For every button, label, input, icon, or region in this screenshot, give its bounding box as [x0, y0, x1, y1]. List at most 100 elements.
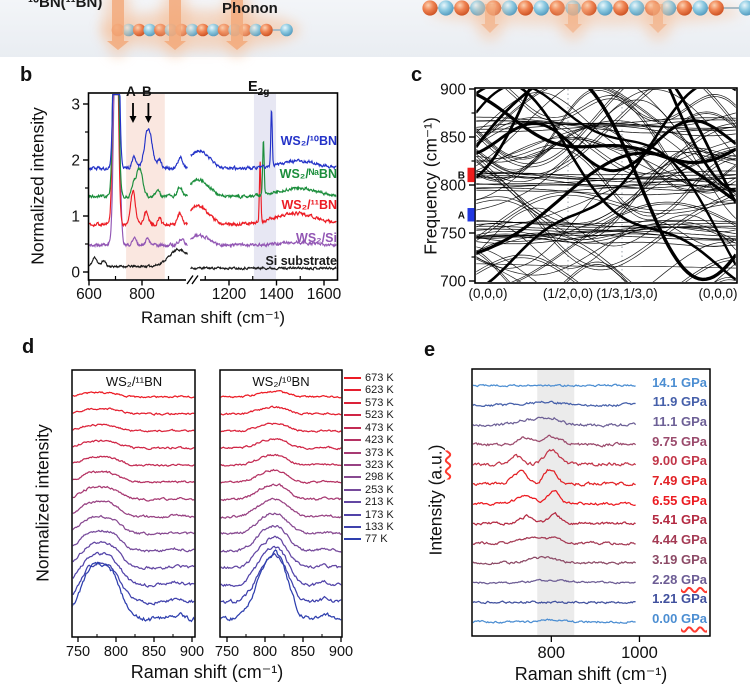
spectrum-curve [220, 549, 342, 622]
legend-swatch [344, 488, 361, 491]
spectrum-curve [472, 448, 637, 467]
tick-label: 0 [71, 265, 80, 282]
panel-b-ylabel: Normalized intensity [27, 107, 48, 265]
phonon-band [476, 187, 736, 196]
spectrum-curve [72, 391, 195, 399]
panel-e-curves [472, 383, 637, 625]
tick-label: (0,0,0) [468, 286, 507, 301]
peak-b-annotation: B [142, 84, 152, 99]
legend-label: 523 K [365, 409, 394, 422]
legend-item: 423 K [344, 434, 394, 446]
nitrogen-atom [517, 0, 534, 16]
spectrum-curve [472, 536, 636, 546]
legend-label: 473 K [365, 421, 394, 434]
spectrum-curve [72, 540, 195, 571]
spectrum-curve [89, 247, 189, 269]
spectrum-curve [72, 561, 195, 606]
phonon-band [476, 89, 736, 195]
spectrum-curve [190, 109, 337, 172]
spectrum-curve [89, 94, 188, 172]
phonon-band [476, 170, 736, 267]
spectrum-curve [472, 489, 636, 507]
panel-b-curves [89, 94, 337, 271]
panel-a-isotope-label: ¹⁰BN(¹¹BN) [28, 0, 103, 11]
nitrogen-atom [260, 23, 273, 37]
spectrum-curve [472, 555, 637, 566]
panel-e-letter: e [424, 339, 436, 361]
spectrum-curve [220, 552, 342, 604]
plot-frame [219, 369, 343, 638]
panel-c-letter: c [411, 64, 423, 86]
spectrum-curve [220, 453, 342, 467]
pressure-label: 14.1 GPa [652, 374, 707, 390]
spectrum-curve [72, 529, 195, 553]
spectrum-curve [472, 416, 637, 428]
phonon-band [476, 89, 736, 161]
phonon-arrow [564, 4, 582, 33]
phonon-band [476, 89, 736, 281]
panel-b-letter: b [20, 64, 33, 86]
plot-frame [471, 368, 711, 637]
legend-swatch [344, 538, 361, 541]
spectrum-curve [472, 618, 636, 625]
pressure-label: 9.00 GPa [652, 453, 707, 469]
spectrum-curve [89, 94, 188, 249]
phonon-band [476, 126, 736, 192]
spectrum-curve [72, 500, 195, 519]
phonon-band [476, 249, 736, 282]
mode-a-marker [467, 208, 475, 222]
panel-d-curves [220, 389, 342, 622]
legend-swatch [344, 401, 361, 404]
phonon-band [476, 236, 628, 282]
pressure-label: 1.21 GPa [652, 591, 707, 607]
spectrum-curve [72, 439, 195, 451]
pressure-label: 11.9 GPa [652, 394, 707, 410]
legend-label: 213 K [365, 496, 394, 509]
tick-label: 1200 [212, 286, 247, 303]
phonon-band [476, 219, 736, 225]
legend-swatch [344, 526, 361, 529]
panel-d-title-10bn: WS₂/¹⁰BN [252, 374, 310, 389]
panel-d-ylabel: Normalized intensity [32, 424, 53, 582]
tick-label: 750 [66, 644, 90, 660]
nitrogen-atom [708, 0, 724, 16]
spectrum-curve [72, 470, 195, 484]
pressure-label: 3.19 GPa [652, 551, 707, 567]
pressure-label: 7.49 GPa [652, 473, 707, 488]
phonon-band [476, 225, 736, 233]
legend-swatch [344, 501, 361, 504]
tick-label: 800 [440, 178, 466, 195]
legend-item: 253 K [344, 484, 394, 496]
spectrum-curve [472, 511, 636, 526]
boron-atom [533, 0, 549, 16]
spectrum-curve [72, 514, 195, 536]
legend-item: 77 K [344, 533, 388, 545]
legend-label: 323 K [365, 458, 394, 471]
panel-a-phonon-label: Phonon [222, 0, 278, 17]
phonon-band [476, 89, 736, 168]
tick-label: (1/2,0,0) [543, 286, 593, 301]
pressure-label: 4.44 GPa [652, 532, 707, 548]
legend-swatch [344, 463, 361, 466]
tick-label: B [458, 170, 465, 181]
tick-label: 850 [440, 130, 466, 147]
legend-label: 298 K [365, 471, 394, 484]
phonon-bands [476, 89, 736, 282]
panel-d-curves [72, 391, 195, 623]
spectrum-curve [472, 578, 636, 585]
spectrum-curve [72, 423, 195, 433]
legend-swatch [344, 439, 361, 442]
tick-label: 750 [215, 644, 239, 660]
tick-label: 800 [104, 644, 128, 660]
phonon-band [476, 252, 736, 282]
legend-label: 623 K [365, 384, 394, 397]
pressure-label: 11.1 GPa [652, 413, 707, 429]
phonon-arrow [164, 0, 186, 50]
tick-label: 800 [129, 286, 155, 303]
phonon-band [476, 174, 736, 271]
panel-e-ylabel-au: a.u. [425, 450, 446, 480]
panel-b-plot: 600 800 1200 1400 1600 0 1 2 3 [71, 92, 342, 303]
phonon-band [476, 225, 736, 237]
